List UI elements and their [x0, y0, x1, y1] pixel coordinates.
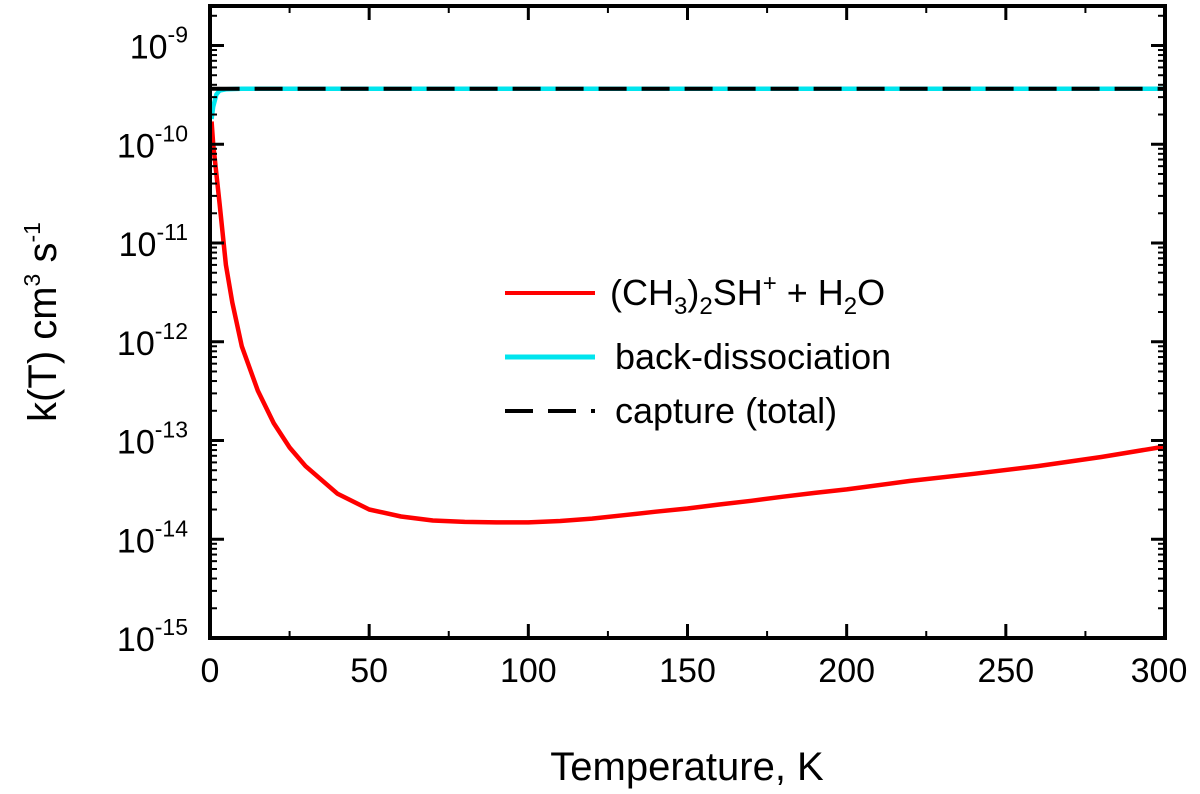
- y-tick-label: 10-10: [117, 120, 188, 165]
- x-axis: 0 50 100 150 200 250 300: [201, 6, 1188, 690]
- legend-label-series-3: capture (total): [615, 390, 837, 431]
- y-tick-label: 10-9: [130, 22, 188, 67]
- y-tick-label: 10-14: [117, 515, 188, 560]
- y-axis-title-mid: s: [21, 243, 65, 274]
- x-tick-label: 50: [350, 652, 388, 690]
- x-tick-label: 100: [500, 652, 557, 690]
- y-axis-title-exp2: -1: [19, 222, 45, 242]
- x-tick-label: 200: [818, 652, 875, 690]
- x-tick-label: 150: [659, 652, 716, 690]
- y-tick-label: 10-11: [119, 219, 188, 264]
- y-axis-title: k(T) cm3 s-1: [19, 222, 65, 422]
- legend-label-series-2: back-dissociation: [615, 336, 891, 377]
- series-layer: [209, 86, 1166, 525]
- series-line-1: [209, 121, 1166, 525]
- legend-label-series-1: (CH3)2SH+ + H2O: [610, 270, 885, 320]
- legend: (CH3)2SH+ + H2O back-dissociation captur…: [505, 270, 891, 431]
- y-tick-label: 10-15: [117, 614, 188, 659]
- y-axis: 10-9 10-10 10-11 10-12 10-13 10-14 10-15: [117, 14, 1165, 659]
- y-tick-label: 10-12: [117, 318, 188, 363]
- y-tick-label: 10-13: [117, 417, 188, 462]
- x-tick-label: 300: [1131, 652, 1188, 690]
- x-tick-label: 250: [977, 652, 1034, 690]
- y-axis-title-base: k(T) cm: [21, 286, 65, 422]
- x-axis-title: Temperature, K: [550, 745, 824, 789]
- y-axis-title-exp1: 3: [19, 274, 45, 287]
- x-tick-label: 0: [201, 652, 220, 690]
